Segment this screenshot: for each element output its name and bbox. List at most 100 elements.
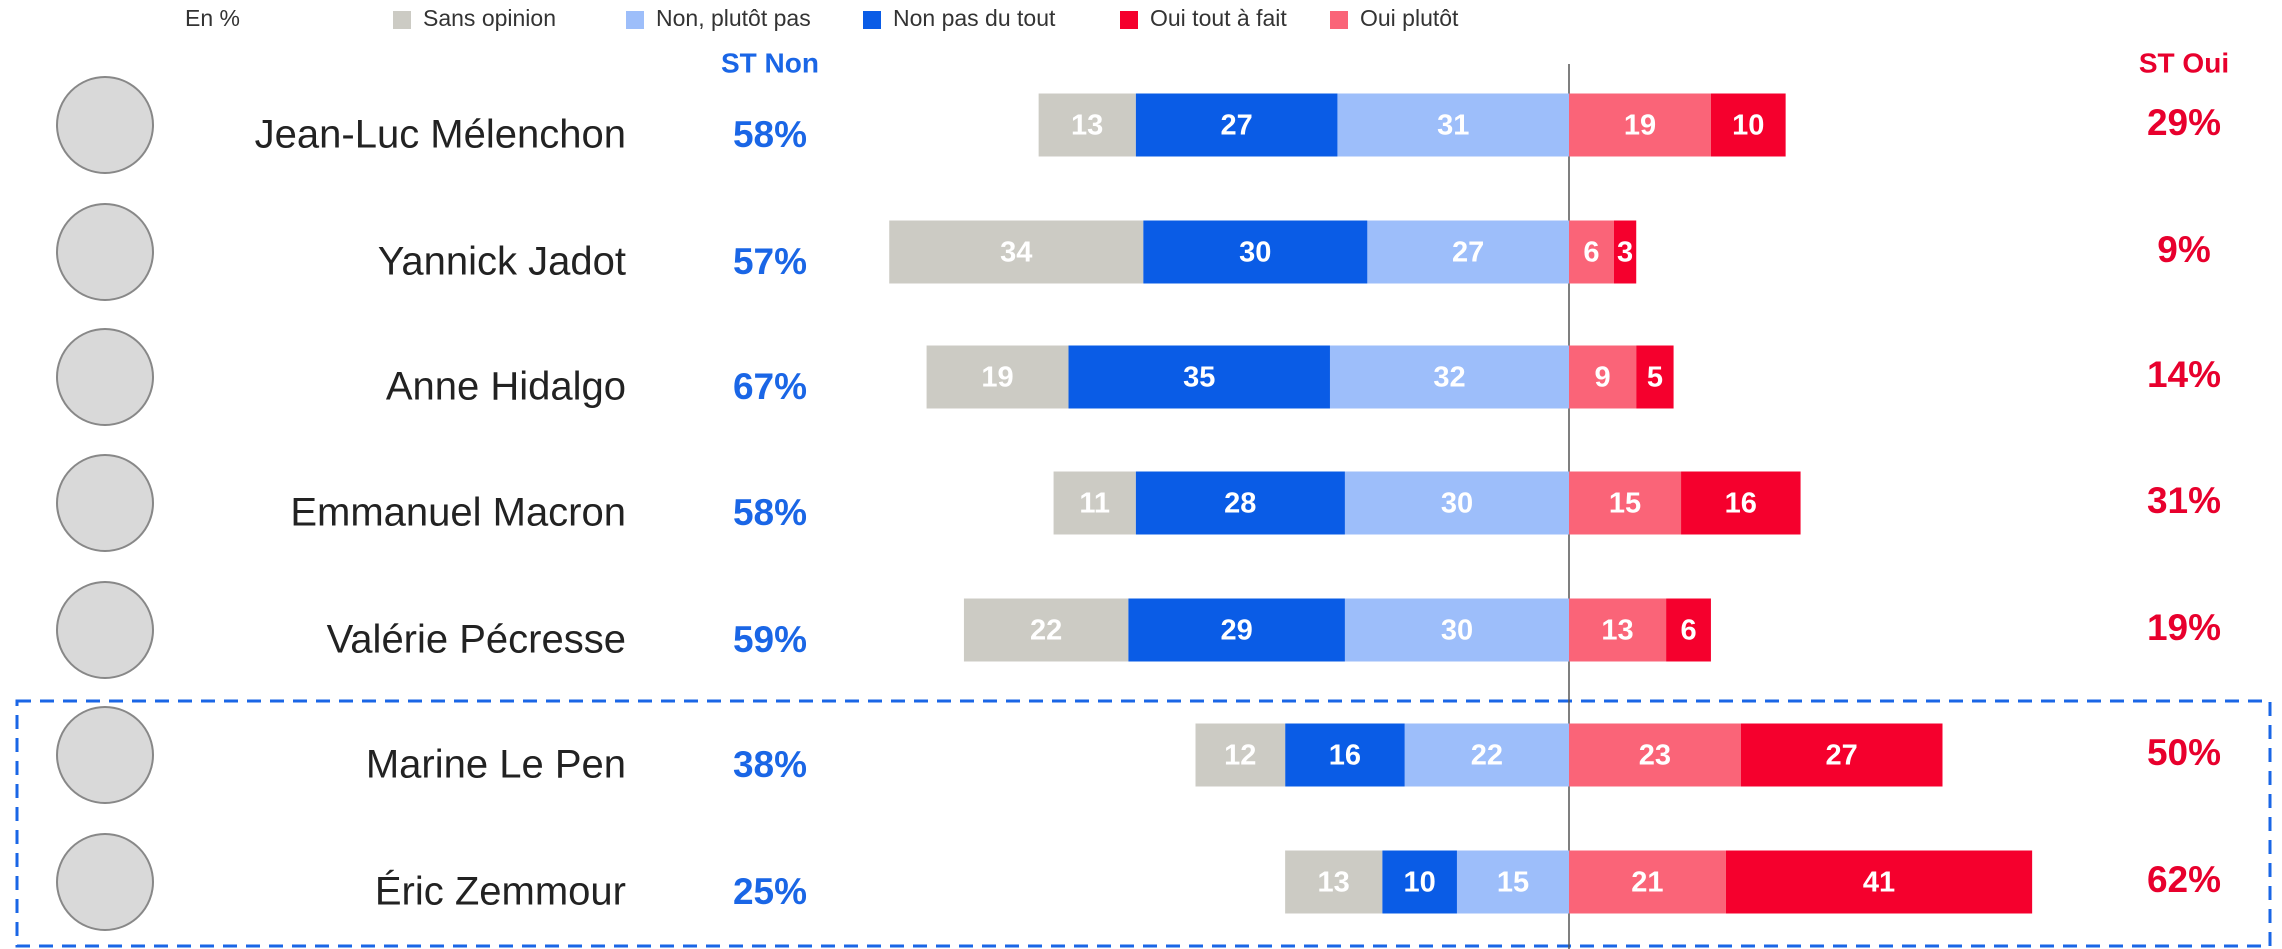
st-non-label: 58% (733, 114, 807, 155)
bar-value-label: 21 (1631, 867, 1663, 899)
legend-label: Non pas du tout (893, 5, 1056, 31)
bar-segment (1143, 220, 1368, 284)
bar-segment (963, 598, 1129, 662)
avatar (56, 328, 154, 426)
bar-segment (1135, 471, 1345, 535)
bar-segment (1329, 345, 1569, 409)
bar-value-label: 13 (1071, 110, 1103, 142)
bar-segment (1666, 598, 1711, 662)
bar-value-label: 13 (1601, 615, 1633, 647)
category-label: Yannick Jadot (378, 240, 626, 284)
st-oui-label: 50% (2147, 732, 2221, 773)
legend-swatch (626, 11, 644, 29)
bar-value-label: 28 (1224, 488, 1256, 520)
bar-segment (1285, 850, 1383, 914)
st-oui-label: 29% (2147, 102, 2221, 143)
bar-value-label: 30 (1239, 237, 1271, 269)
unit-note: En % (185, 5, 240, 31)
bar-segment (1569, 345, 1637, 409)
bar-value-label: 6 (1583, 237, 1599, 269)
bar-value-label: 16 (1725, 488, 1757, 520)
bar-segment (1344, 471, 1569, 535)
highlight-box (15, 699, 2272, 948)
legend-label: Sans opinion (423, 5, 556, 31)
bar-segment (1710, 93, 1786, 157)
bar-value-label: 30 (1441, 615, 1473, 647)
bar-segment (1367, 220, 1569, 284)
category-label: Anne Hidalgo (386, 365, 626, 409)
bar-value-label: 41 (1863, 867, 1895, 899)
bar-segment (1636, 345, 1674, 409)
bar-value-label: 35 (1183, 362, 1215, 394)
st-oui-label: 19% (2147, 607, 2221, 648)
st-non-title: ST Non (721, 47, 819, 78)
bar-value-label: 19 (1624, 110, 1656, 142)
bar-segment (1740, 723, 1943, 787)
bar-segment (1725, 850, 2033, 914)
bar-value-label: 30 (1441, 488, 1473, 520)
bar-segment (1569, 723, 1741, 787)
bar-segment (1569, 598, 1667, 662)
bar-segment (1053, 471, 1136, 535)
avatar (56, 833, 154, 931)
bar-value-label: 11 (1079, 488, 1110, 520)
legend-label: Non, plutôt pas (656, 5, 811, 31)
legend-label: Oui tout à fait (1150, 5, 1287, 31)
bar-segment (1068, 345, 1330, 409)
legend-swatch (1330, 11, 1348, 29)
bar-value-label: 19 (981, 362, 1013, 394)
bar-segment (889, 220, 1144, 284)
bar-segment (1404, 723, 1569, 787)
bar-value-label: 31 (1437, 110, 1469, 142)
bar-value-label: 9 (1595, 362, 1611, 394)
legend-swatch (1120, 11, 1138, 29)
category-label: Emmanuel Macron (290, 491, 626, 535)
bar-segment (1135, 93, 1338, 157)
bar-value-label: 32 (1433, 362, 1465, 394)
st-oui-label: 14% (2147, 354, 2221, 395)
category-label: Valérie Pécresse (327, 618, 626, 662)
st-oui-label: 62% (2147, 859, 2221, 900)
avatar (56, 454, 154, 552)
bar-value-label: 22 (1471, 740, 1503, 772)
bar-segment (1038, 93, 1136, 157)
bar-segment (1195, 723, 1286, 787)
avatar (56, 76, 154, 174)
bar-value-label: 27 (1452, 237, 1484, 269)
legend-swatch (393, 11, 411, 29)
bar-value-label: 27 (1826, 740, 1858, 772)
bar-segment (1569, 850, 1726, 914)
st-non-label: 57% (733, 241, 807, 282)
avatar (56, 706, 154, 804)
bar-value-label: 23 (1639, 740, 1671, 772)
st-oui-label: 9% (2157, 229, 2210, 270)
category-label: Marine Le Pen (366, 743, 626, 787)
bar-segment (1681, 471, 1801, 535)
bar-segment (1337, 93, 1569, 157)
bar-value-label: 13 (1318, 867, 1350, 899)
category-label: Éric Zemmour (375, 869, 626, 914)
bar-segment (1382, 850, 1457, 914)
bar-value-label: 16 (1329, 740, 1361, 772)
bar-segment (1569, 220, 1614, 284)
bar-value-label: 6 (1680, 615, 1696, 647)
bar-segment (1456, 850, 1569, 914)
bar-value-label: 22 (1030, 615, 1062, 647)
bar-value-label: 15 (1497, 867, 1529, 899)
category-label: Jean-Luc Mélenchon (255, 113, 626, 157)
st-non-label: 67% (733, 366, 807, 407)
bar-segment (926, 345, 1069, 409)
bar-segment (1569, 93, 1711, 157)
st-non-label: 38% (733, 744, 807, 785)
st-non-label: 59% (733, 619, 807, 660)
bar-value-label: 5 (1647, 362, 1663, 394)
bar-value-label: 29 (1220, 615, 1252, 647)
bar-value-label: 10 (1403, 867, 1435, 899)
legend-swatch (863, 11, 881, 29)
bar-value-label: 34 (1000, 237, 1032, 269)
st-non-label: 25% (733, 871, 807, 912)
bar-segment (1613, 220, 1637, 284)
bar-value-label: 3 (1617, 237, 1633, 269)
st-non-label: 58% (733, 492, 807, 533)
